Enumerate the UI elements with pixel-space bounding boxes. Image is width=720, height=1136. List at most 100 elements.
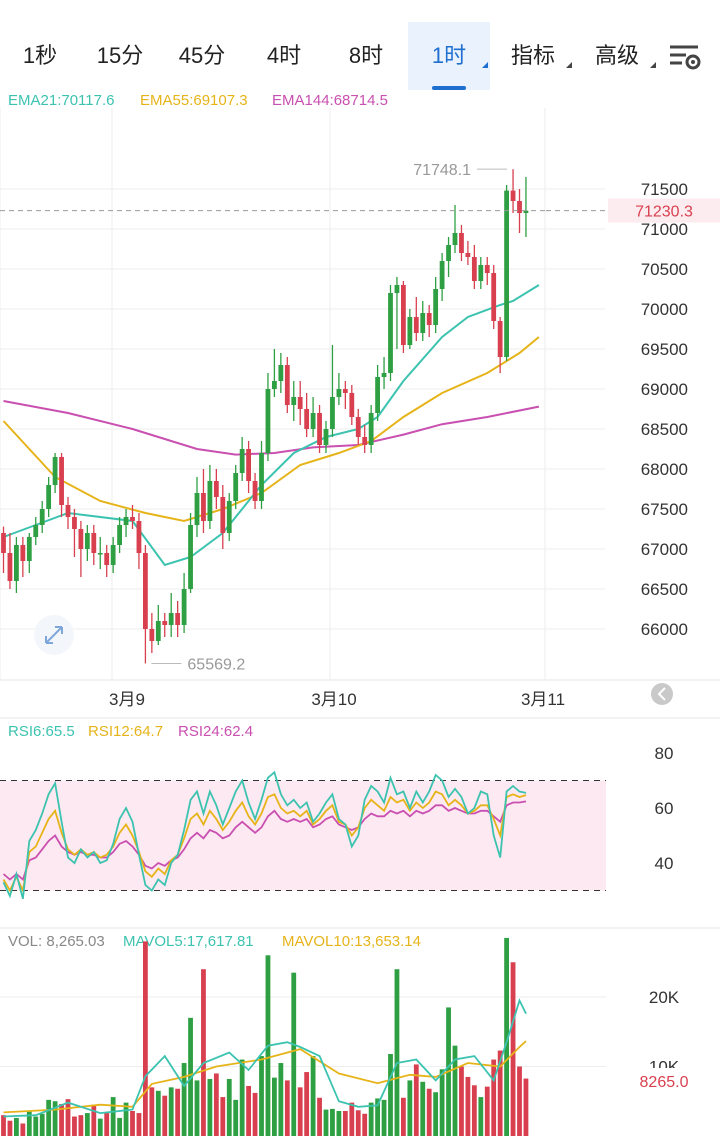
candle-body	[433, 289, 439, 325]
volume-bar	[401, 1097, 406, 1136]
volume-bar	[510, 962, 516, 1136]
volume-bar	[278, 1063, 284, 1136]
volume-bar	[381, 1099, 387, 1136]
tab-label: 8时	[348, 43, 384, 68]
volume-bar	[65, 1099, 71, 1136]
volume-bar	[471, 1085, 477, 1136]
volume-bar	[310, 1056, 316, 1136]
volume-bar	[46, 1099, 52, 1136]
legend-rsi12: RSI12:64.7	[88, 723, 164, 740]
price-tick-label: 67500	[641, 500, 688, 519]
candle-body	[155, 621, 161, 641]
price-tick-label: 66000	[641, 620, 688, 639]
candle-body	[181, 589, 187, 625]
volume-bar	[136, 1113, 142, 1136]
price-tick-label: 71000	[641, 220, 688, 239]
volume-bar	[20, 1123, 26, 1136]
volume-bar	[220, 1097, 226, 1136]
volume-bar	[497, 1050, 503, 1136]
tab-label: 15分	[96, 43, 144, 68]
candle-body	[317, 413, 322, 445]
price-tick-label: 68500	[641, 420, 688, 439]
volume-bar	[349, 1102, 355, 1136]
chart-settings-icon[interactable]	[668, 42, 704, 72]
legend-rsi6: RSI6:65.5	[8, 723, 75, 740]
candle-body	[1, 533, 6, 553]
candle-body	[388, 293, 393, 373]
volume-bar	[368, 1102, 374, 1136]
volume-bar	[252, 1092, 258, 1136]
volume-bar	[226, 1079, 232, 1136]
tab-label: 1时	[431, 43, 467, 68]
volume-bar	[14, 1117, 19, 1136]
expand-icon-arrows	[45, 626, 63, 644]
legend-ema144: EMA144:68714.5	[272, 92, 388, 109]
tab-0[interactable]: 1秒	[0, 22, 80, 90]
candle-body	[220, 497, 226, 533]
tab-3[interactable]: 4时	[244, 22, 324, 90]
price-tick-label: 67000	[641, 540, 688, 559]
volume-bar	[188, 1017, 193, 1136]
price-tick-label: 69500	[641, 340, 688, 359]
candle-body	[304, 409, 310, 429]
candle-body	[265, 389, 271, 453]
candle-body	[471, 257, 477, 281]
volume-bar	[484, 1086, 490, 1136]
volume-bar	[439, 1069, 445, 1136]
volume-tick-label: 20K	[649, 988, 680, 1007]
volume-bar	[465, 1076, 471, 1136]
volume-bar	[259, 1056, 264, 1136]
price-tick-label: 66500	[641, 580, 688, 599]
min-price-label: 65569.2	[187, 656, 245, 673]
price-tick-label: 71500	[641, 180, 688, 199]
volume-tag-bg	[608, 1068, 720, 1094]
legend-ema21: EMA21:70117.6	[8, 92, 115, 109]
volume-bar	[143, 941, 148, 1136]
candle-body	[459, 233, 464, 253]
candle-body	[413, 317, 419, 333]
tab-5[interactable]: 1时	[408, 22, 490, 90]
volume-bar	[207, 1079, 213, 1136]
volume-bar	[362, 1113, 368, 1136]
legend-vol: VOL: 8,265.03	[8, 933, 105, 950]
volume-bar	[452, 1045, 458, 1136]
tab-label: 指标	[510, 43, 555, 68]
candle-body	[39, 509, 45, 525]
ema144-line	[3, 400, 540, 456]
candle-body	[504, 190, 509, 357]
candle-body	[426, 313, 432, 325]
candle-body	[272, 381, 277, 389]
volume-bar	[78, 1115, 84, 1136]
candle-body	[20, 545, 26, 561]
volume-bar	[317, 1097, 322, 1136]
tab-2[interactable]: 45分	[162, 22, 242, 90]
candle-body	[310, 413, 316, 429]
legend-ema55: EMA55:69107.3	[140, 92, 248, 109]
volume-bar	[420, 1081, 426, 1136]
candle-body	[46, 485, 52, 509]
scroll-to-latest-icon	[651, 683, 673, 705]
rsi12-line	[2, 790, 527, 894]
volume-bar	[130, 1110, 135, 1136]
tab-4[interactable]: 8时	[326, 22, 406, 90]
tab-7[interactable]: 高级	[576, 22, 658, 90]
dropdown-caret-icon	[650, 62, 656, 68]
candle-body	[136, 521, 142, 553]
volume-bar	[194, 1080, 200, 1136]
price-tick-label: 70000	[641, 300, 688, 319]
candle-body	[72, 517, 77, 529]
max-price-label: 71748.1	[413, 162, 471, 179]
dropdown-caret-icon	[566, 62, 572, 68]
volume-bar	[342, 1110, 348, 1136]
volume-bar	[104, 1113, 110, 1136]
tab-6[interactable]: 指标	[492, 22, 574, 90]
legend-rsi24: RSI24:62.4	[178, 723, 254, 740]
rsi-tick-label: 80	[655, 744, 674, 763]
volume-bar	[504, 937, 509, 1136]
candle-body	[26, 537, 32, 561]
tab-1[interactable]: 15分	[80, 22, 160, 90]
dropdown-caret-icon	[482, 62, 488, 68]
tab-label: 45分	[178, 43, 226, 68]
volume-bar	[97, 1118, 103, 1136]
